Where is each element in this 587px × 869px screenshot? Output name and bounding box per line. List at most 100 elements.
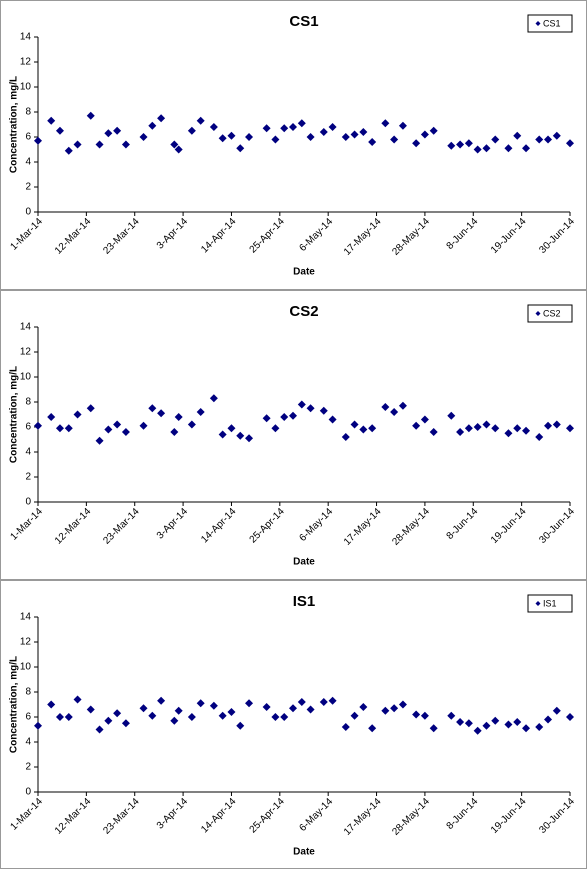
data-point [148,121,157,130]
data-point [341,433,350,441]
data-point [64,713,73,721]
data-point [73,410,82,419]
x-tick-label: 25-Apr-14 [248,216,288,256]
data-point [236,144,245,153]
y-tick-label: 0 [25,497,31,508]
data-point [262,703,271,711]
x-tick-label: 8-Jun-14 [445,216,481,252]
data-point [157,114,166,123]
legend-box [527,304,573,323]
data-point [297,698,306,706]
data-point [289,123,298,131]
data-point [328,696,337,705]
legend-label: IS1 [543,598,557,608]
data-point [513,424,522,433]
data-point [319,406,328,415]
y-tick-label: 4 [25,447,31,458]
data-point [491,135,500,144]
data-point [245,699,254,708]
data-point [196,699,205,708]
data-point [491,424,500,433]
data-point [544,135,553,144]
data-point [482,420,491,429]
data-point [552,420,561,429]
data-point [522,144,531,153]
data-point [420,130,429,139]
y-tick-label: 10 [20,82,32,93]
data-point [341,723,350,731]
data-point [227,131,236,140]
data-point [280,413,289,421]
data-point [319,128,328,136]
x-tick-label: 30-Jun-14 [537,216,577,256]
x-tick-label: 23-Mar-14 [101,796,142,837]
data-point [359,425,368,434]
data-point [245,133,254,141]
x-tick-label: 6-May-14 [298,796,336,834]
data-point [464,139,473,148]
data-point [86,404,95,413]
data-point [368,138,377,146]
x-tick-label: 1-Mar-14 [9,216,46,253]
y-tick-label: 0 [25,787,31,798]
x-tick-label: 28-May-14 [390,796,432,838]
y-tick-label: 2 [25,762,31,773]
data-point [513,718,522,726]
x-tick-label: 28-May-14 [390,216,432,258]
data-point [47,413,56,421]
data-point [227,424,236,433]
data-point [328,415,337,424]
x-tick-label: 12-Mar-14 [53,796,94,837]
y-tick-label: 4 [25,737,31,748]
data-point [170,716,179,725]
x-tick-label: 3-Apr-14 [155,796,191,832]
data-point [381,119,390,128]
data-point [504,144,513,153]
y-tick-label: 14 [20,322,32,333]
data-point [236,431,245,440]
y-tick-label: 0 [25,207,31,218]
data-point [121,140,130,149]
x-tick-label: 23-Mar-14 [101,216,142,257]
y-tick-label: 6 [25,712,31,723]
x-tick-label: 25-Apr-14 [248,506,288,546]
chart-title: IS1 [293,593,316,610]
data-point [113,709,122,718]
data-point [412,710,421,719]
data-point [368,724,377,733]
data-point [535,135,544,144]
data-point [456,140,465,149]
x-tick-label: 3-Apr-14 [155,216,191,252]
x-tick-label: 23-Mar-14 [101,506,142,547]
data-point [544,715,553,724]
data-point [218,711,227,720]
data-point [328,123,337,131]
data-point [73,140,82,149]
data-point [359,128,368,136]
data-point [174,145,183,154]
data-point [350,711,359,720]
chart-panel: IS1 0 2 4 6 8 10 12 14 1-Mar-14 12-Mar-14 23-Mar-14… [0,580,587,869]
data-point [482,721,491,730]
data-point [456,718,465,726]
data-point [187,126,196,135]
x-tick-label: 8-Jun-14 [445,506,481,542]
data-point [429,126,438,135]
x-tick-label: 6-May-14 [298,216,336,254]
x-tick-label: 1-Mar-14 [9,796,46,833]
chart-panel: CS2 0 2 4 6 8 10 12 14 1-Mar-14 12-Mar-14 23-Mar-14… [0,290,587,580]
legend-marker [535,311,541,316]
data-point [473,423,482,431]
data-point [113,420,122,429]
data-point [95,140,104,149]
data-point [196,116,205,125]
y-tick-label: 8 [25,107,31,118]
chart-title: CS2 [289,303,318,320]
data-point [271,713,280,721]
data-point [104,716,113,725]
data-point [139,421,148,430]
data-point [271,135,280,144]
legend-marker [535,601,541,606]
x-axis-title: Date [293,847,315,858]
x-tick-label: 12-Mar-14 [53,216,94,257]
